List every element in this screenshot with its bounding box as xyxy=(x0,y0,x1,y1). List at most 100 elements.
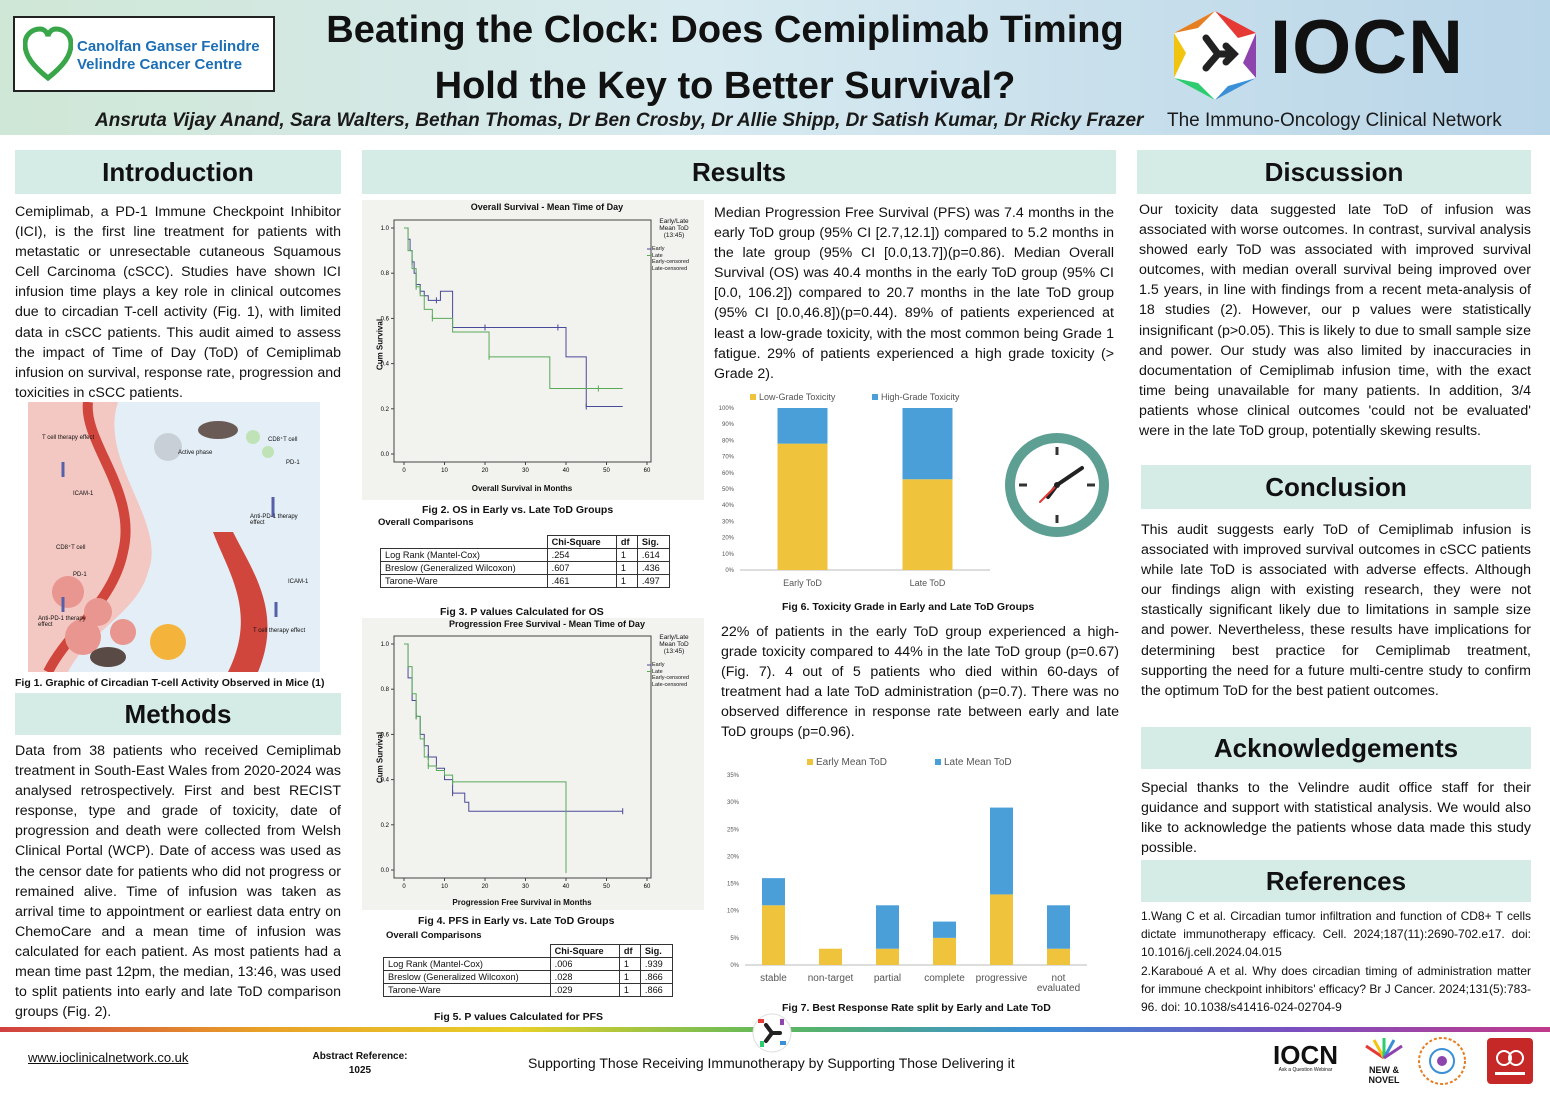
os-table-cell: .497 xyxy=(636,574,671,588)
logo-line-english: Velindre Cancer Centre xyxy=(77,56,243,73)
resp-category-label: stable xyxy=(760,973,787,984)
methods-heading: Methods xyxy=(15,693,341,735)
pfs-table-cell: .939 xyxy=(639,957,674,971)
os-table-cell: .461 xyxy=(546,574,617,588)
pfs-ytick-label: 0.6 xyxy=(381,732,390,738)
os-xtick-label: 40 xyxy=(563,468,570,474)
fig1-label-tcell: T cell therapy effect xyxy=(42,435,95,441)
poster-title: Beating the Clock: Does Cemiplimab Timin… xyxy=(326,9,1124,107)
resp-ytick-label: 0% xyxy=(730,963,739,969)
os-chart-title: Overall Survival - Mean Time of Day xyxy=(470,202,624,212)
resp-legend-label: Late Mean ToD xyxy=(944,757,1012,768)
pfs-xtick-label: 20 xyxy=(482,884,489,890)
os-table-cell: Tarone-Ware xyxy=(380,574,548,588)
results-text-2: 22% of patients in the early ToD group e… xyxy=(721,624,1119,741)
conclusion-text: This audit suggests early ToD of Cemipli… xyxy=(1141,522,1531,699)
pfs-table-cell: .028 xyxy=(549,970,620,984)
toxicity-chart: Low-Grade Toxicity High-Grade Toxicity 0% 1… xyxy=(719,392,990,588)
education-badge-icon xyxy=(1418,1037,1466,1085)
conclusion-heading: Conclusion xyxy=(1141,465,1531,509)
pfs-chart-plot: 0.0 0.2 0.4 0.6 0.8 1.0 0 10 20 30 40 50 60 xyxy=(381,635,652,890)
resp-bar-late-mean-tod xyxy=(876,905,899,949)
discussion-text: Our toxicity data suggested late ToD of … xyxy=(1139,202,1531,440)
pfs-xtick-label: 30 xyxy=(522,884,529,890)
pfs-chart-title: Progression Free Survival - Mean Time of… xyxy=(449,619,645,629)
tox-ytick-label: 100% xyxy=(719,406,735,412)
os-table-cell xyxy=(381,536,548,549)
resp-ytick-label: 10% xyxy=(727,909,740,915)
pfs-table-cell: 1 xyxy=(618,970,641,984)
pfs-table-cell: Chi-Square xyxy=(549,944,620,958)
os-ylabel: Cum Survival xyxy=(375,318,385,371)
os-ytick-label: 0.6 xyxy=(381,316,390,322)
os-table-cell: Chi-Square xyxy=(546,535,617,549)
pfs-xtick-label: 0 xyxy=(402,884,406,890)
resp-bar-early-mean-tod xyxy=(933,937,956,965)
results-heading: Results xyxy=(362,150,1116,194)
fig1-label-tcell-right: T cell therapy effect xyxy=(253,628,306,634)
fig4-caption: Fig 4. PFS in Early vs. Late ToD Groups xyxy=(418,915,615,927)
os-ytick-label: 0.4 xyxy=(381,362,390,368)
os-legend-title: Early/Late Mean ToD (13:45) xyxy=(659,218,689,239)
clock-icon xyxy=(1005,433,1109,537)
os-pvalue-table: Chi-Square df Sig. Log Rank (Mantel-Cox) .25… xyxy=(380,535,671,588)
pfs-table-cell: .006 xyxy=(549,957,620,971)
pfs-ytick-label: 0.4 xyxy=(381,778,390,784)
fig1-label-cd8-top: CD8⁺T cell xyxy=(268,437,298,443)
circadian-illustration xyxy=(28,402,320,672)
os-table-cell: .614 xyxy=(636,548,671,562)
tox-ytick-label: 60% xyxy=(722,471,735,477)
os-legend-late: Late xyxy=(652,252,663,259)
tox-bar-low-grade-toxicity xyxy=(902,479,953,570)
resp-category-label: progressive xyxy=(976,973,1028,984)
resp-legend-swatch xyxy=(935,759,941,765)
os-table-cell: 1 xyxy=(615,574,638,588)
heart-icon xyxy=(23,26,73,82)
response-chart: Early Mean ToD Late Mean ToD 0% 5% 10% 15% 20%… xyxy=(727,757,1087,994)
tox-bar-high-grade-toxicity xyxy=(902,408,953,480)
footer-iocn-icon xyxy=(752,1013,792,1053)
tox-category-label: Early ToD xyxy=(783,578,822,588)
resp-ytick-label: 5% xyxy=(730,936,739,942)
pfs-table-cell: Sig. xyxy=(639,944,674,958)
os-table-header-row: Chi-Square df Sig. xyxy=(381,535,671,549)
resp-category-label: evaluated xyxy=(1037,983,1080,994)
resp-bar-late-mean-tod xyxy=(762,878,785,906)
table-row: Tarone-Ware .461 1.497 xyxy=(380,574,671,588)
os-table-cell: .254 xyxy=(546,548,617,562)
brand-subtitle: The Immuno-Oncology Clinical Network xyxy=(1167,110,1502,131)
tox-legend-label: High-Grade Toxicity xyxy=(881,392,960,402)
fig6-caption: Fig 6. Toxicity Grade in Early and Late … xyxy=(782,601,1035,613)
os-table-cell: Sig. xyxy=(636,535,671,549)
os-table-cell: Breslow (Generalized Wilcoxon) xyxy=(380,561,548,575)
fig1-label-cd8-left: CD8⁺T cell xyxy=(56,545,86,551)
fig1-label-antipd1: Anti-PD-1 therapy effect xyxy=(250,514,298,526)
resp-bar-early-mean-tod xyxy=(762,905,785,965)
fig1-label-active: Active phase xyxy=(178,450,213,456)
pfs-series-late xyxy=(404,643,567,870)
methods-text: Data from 38 patients who received Cemip… xyxy=(15,743,341,1021)
fig2-caption: Fig 2. OS in Early vs. Late ToD Groups xyxy=(422,504,614,516)
introduction-heading: Introduction xyxy=(15,150,341,194)
resp-category-label: non-target xyxy=(808,973,854,984)
pfs-table-cell: .866 xyxy=(639,970,674,984)
tox-ytick-label: 40% xyxy=(722,503,735,509)
acknowledgements-heading: Acknowledgements xyxy=(1141,727,1531,769)
resp-bar-late-mean-tod xyxy=(933,921,956,938)
footer-website-link[interactable]: www.ioclinicalnetwork.co.uk xyxy=(28,1050,189,1065)
os-table-cell: .436 xyxy=(636,561,671,575)
tox-bar-low-grade-toxicity xyxy=(777,443,828,570)
os-table-cell: Log Rank (Mantel-Cox) xyxy=(380,548,548,562)
tox-bar-high-grade-toxicity xyxy=(777,408,828,444)
pfs-xlabel: Progression Free Survival in Months xyxy=(452,898,592,907)
os-ytick-label: 0.8 xyxy=(381,271,390,277)
pfs-table-cell xyxy=(384,945,551,958)
footer-iocn-logo: IOCN Ask a Question Webinar xyxy=(1273,1040,1338,1073)
os-frame xyxy=(393,219,652,463)
pfs-ytick-label: 0.0 xyxy=(381,868,390,874)
tox-ytick-label: 90% xyxy=(722,422,735,428)
os-table-cell: 1 xyxy=(615,561,638,575)
velindre-logo: Canolfan Ganser Felindre Velindre Cancer… xyxy=(13,16,275,92)
tox-legend-swatch xyxy=(750,394,756,400)
os-xtick-label: 30 xyxy=(522,468,529,474)
